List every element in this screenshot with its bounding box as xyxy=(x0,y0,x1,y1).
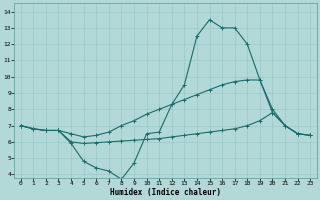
X-axis label: Humidex (Indice chaleur): Humidex (Indice chaleur) xyxy=(110,188,221,197)
